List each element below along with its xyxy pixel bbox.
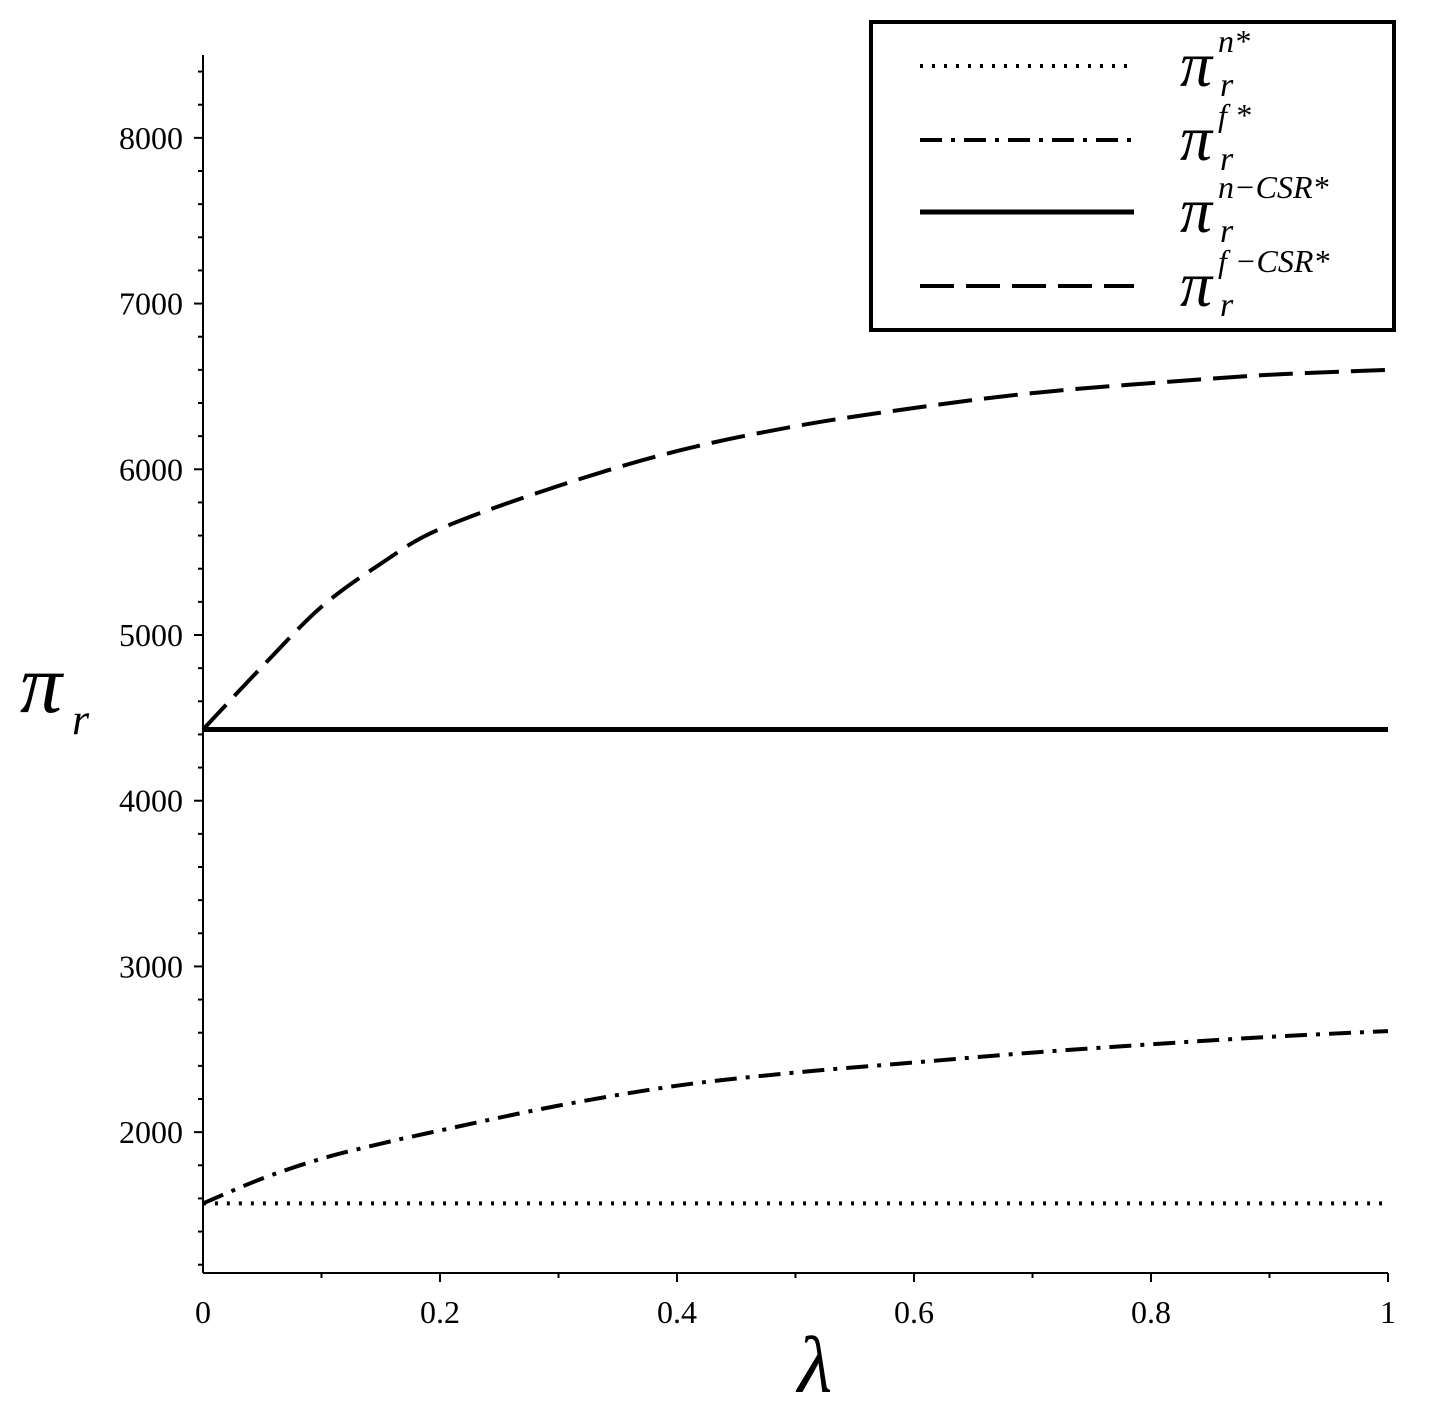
legend-symbol: π xyxy=(1180,249,1214,320)
x-tick-label: 0.6 xyxy=(894,1294,934,1330)
legend-superscript: f * xyxy=(1218,97,1251,133)
x-tick-label: 0 xyxy=(195,1294,211,1330)
legend-superscript: f −CSR* xyxy=(1218,243,1329,279)
legend-box xyxy=(869,20,1396,332)
series-line-pi_f xyxy=(202,1029,1389,1206)
legend-superscript: n* xyxy=(1218,23,1250,59)
legend-label-pi_f: π r f * xyxy=(1180,97,1251,178)
x-axis-title: λ xyxy=(796,1322,833,1408)
legend-subscript: r xyxy=(1220,213,1234,250)
y-tick-label: 5000 xyxy=(119,617,183,653)
x-tick-label: 0.2 xyxy=(420,1294,460,1330)
legend-subscript: r xyxy=(1220,67,1234,104)
x-tick-label: 1 xyxy=(1380,1294,1396,1330)
legend-subscript: r xyxy=(1220,141,1234,178)
legend-symbol: π xyxy=(1180,29,1214,100)
y-axis-title-subscript: r xyxy=(72,695,90,744)
legend-label-pi_n: π r n* xyxy=(1180,23,1250,104)
plot-area xyxy=(201,367,1389,1206)
y-tick-label: 3000 xyxy=(119,948,183,984)
legend-symbol: π xyxy=(1180,175,1214,246)
x-tick-label: 0.8 xyxy=(1131,1294,1171,1330)
y-tick-label: 2000 xyxy=(119,1114,183,1150)
y-tick-label: 4000 xyxy=(119,783,183,819)
tick-labels: 2000 3000 4000 5000 6000 7000 8000 0 0.2 0.4 0.6 0.… xyxy=(119,120,1396,1330)
legend-label-pi_ncsr: π r n−CSR* xyxy=(1180,169,1328,250)
y-tick-label: 6000 xyxy=(119,451,183,487)
tick-marks xyxy=(194,70,1389,1282)
series-line-pi_fcsr xyxy=(201,367,1389,731)
legend-label-pi_fcsr: π r f −CSR* xyxy=(1180,243,1329,324)
legend-superscript: n−CSR* xyxy=(1218,169,1328,205)
legend: π rn*π rf *π rn−CSR*π rf −CSR* xyxy=(869,20,1396,332)
y-tick-label: 7000 xyxy=(119,286,183,322)
y-axis-title: π xyxy=(20,638,65,731)
x-tick-label: 0.4 xyxy=(657,1294,697,1330)
legend-symbol: π xyxy=(1180,103,1214,174)
legend-subscript: r xyxy=(1220,287,1234,324)
y-tick-label: 8000 xyxy=(119,120,183,156)
